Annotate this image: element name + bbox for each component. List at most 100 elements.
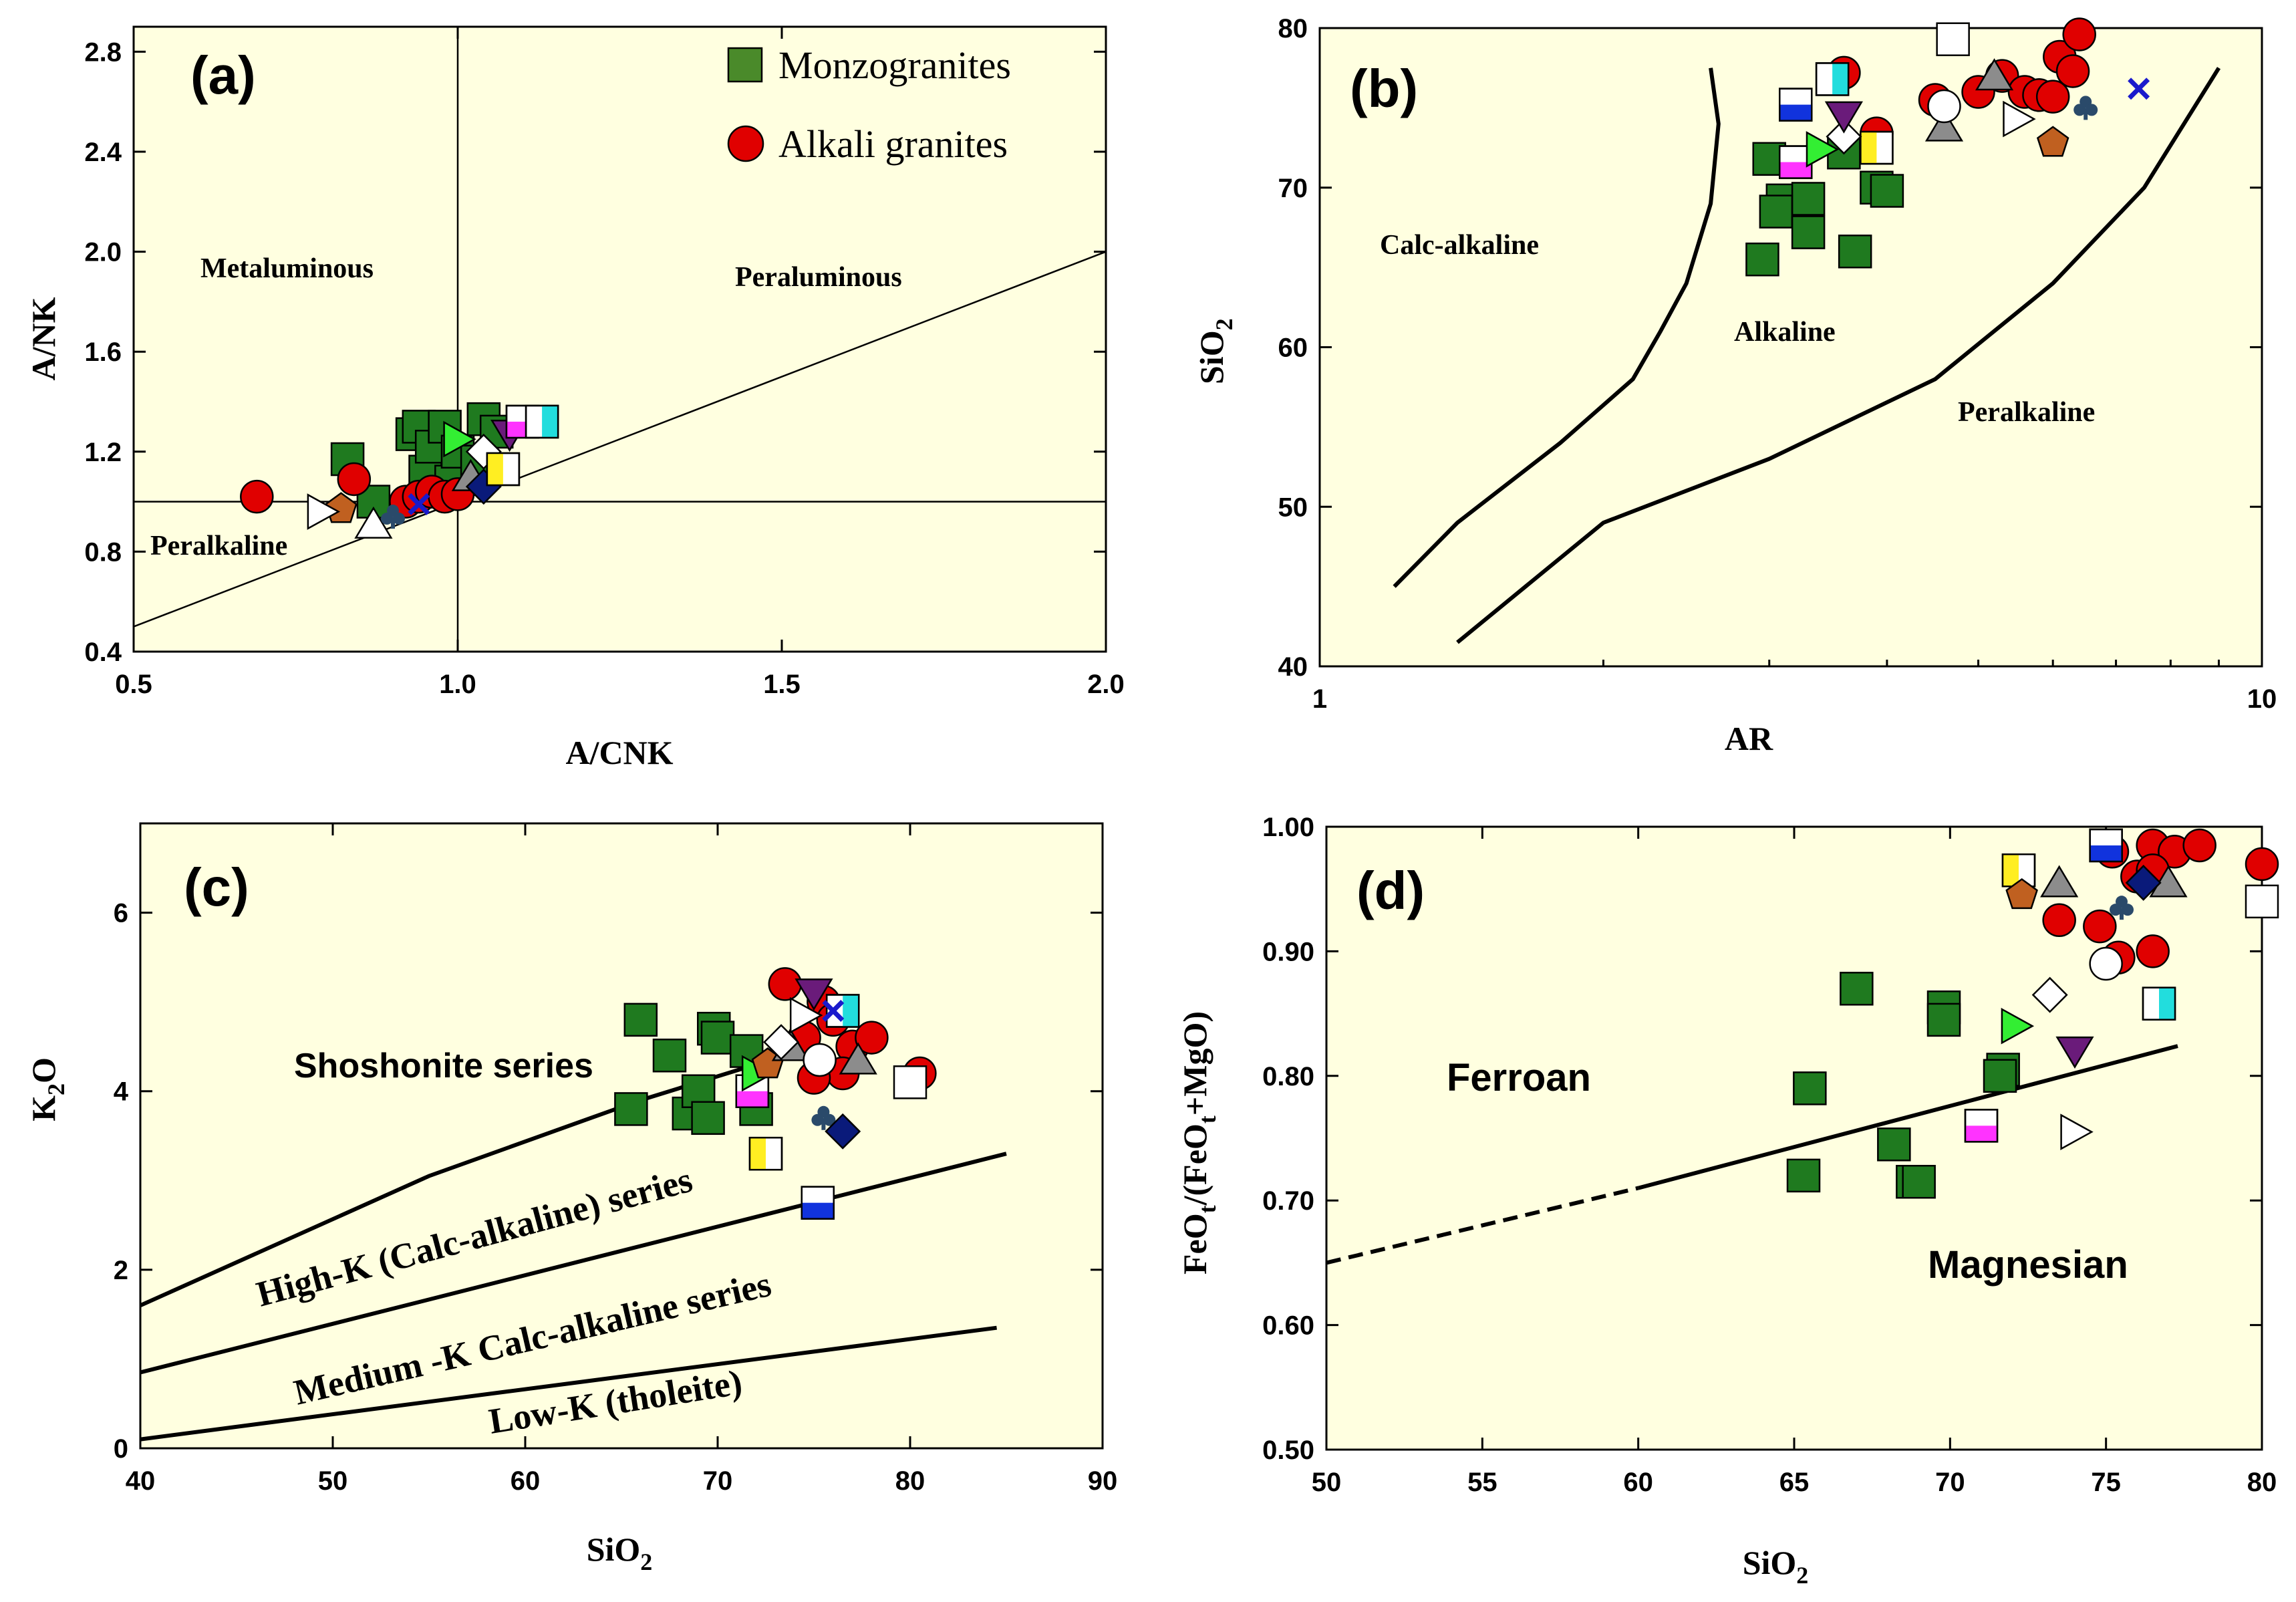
panel-a-point-yellow-square (486, 452, 521, 487)
panel-a-tag: (a) (190, 45, 256, 105)
panel-c-point-white-square (893, 1065, 927, 1099)
panel-c-point-navy-diamond (825, 1113, 861, 1150)
panel-b-point-pentagon (2036, 126, 2069, 157)
panel-d-xtick-label: 80 (2247, 1468, 2277, 1497)
panel-b-point-white-square (1936, 22, 1970, 56)
panel-c-xlabel-main: SiO (587, 1530, 641, 1568)
panel-d-xtick-label: 75 (2091, 1468, 2121, 1497)
panel-a-point-white-right-triangle (307, 493, 341, 530)
panel-d: 50 55 60 65 70 75 80 0.50 0.60 0.70 0.80 0.90 1.00 (… (1176, 813, 2279, 1589)
peralkaline-label-a: Peralkaline (150, 531, 287, 561)
panel-a-xtick-label: 0.5 (115, 670, 152, 699)
panel-d-point-alkali-granites (2083, 909, 2117, 944)
panel-b-point-white-circle (1927, 89, 1961, 124)
panel-d-point-gray-triangle (2040, 865, 2079, 898)
panel-c-xtick-label: 50 (318, 1466, 348, 1496)
calc-alkaline-label-b: Calc-alkaline (1380, 230, 1539, 261)
panel-a-lines (134, 27, 1106, 652)
panel-a-ytick-label: 2.4 (84, 138, 122, 167)
panel-b-ytick-label: 50 (1278, 493, 1308, 522)
panel-b-points (1745, 17, 2150, 277)
panel-d-frame (1325, 825, 2263, 1451)
panel-d-point-magenta-square (1964, 1109, 1999, 1143)
panel-a-xtick-label: 1.5 (763, 670, 801, 699)
legend-alkali-granites: Alkali granites (778, 122, 1008, 166)
panel-a-ytick-label: 1.6 (84, 338, 122, 367)
panel-d-xtick-label: 55 (1467, 1468, 1497, 1497)
panel-d-point-monzogranites (1877, 1127, 1911, 1162)
panel-b-point-purple-down-triangle (1824, 101, 1863, 134)
panel-d-ticks: 50 55 60 65 70 75 80 0.50 0.60 0.70 0.80 0.90 1.00 (1262, 813, 2277, 1497)
panel-a-points (240, 402, 559, 539)
panel-c-point-white-diamond (763, 1024, 800, 1061)
panel-b-ylabel: SiO2 (1193, 318, 1238, 384)
panel-d-point-alkali-granites (2136, 934, 2170, 968)
panel-b-point-monzogranites (1870, 174, 1904, 208)
panel-c-ytick-label: 6 (114, 899, 128, 928)
panel-d-point-monzogranites (1983, 1059, 2017, 1093)
legend-monzogranites: Monzogranites (778, 43, 1011, 87)
panel-b-point-blue-square (1779, 88, 1813, 122)
legend: Monzogranites Alkali granites (727, 43, 1011, 166)
panel-b-point-gray-triangle (1975, 58, 2014, 91)
panel-c-point-purple-down-triangle (795, 978, 833, 1011)
panel-c-points (614, 967, 937, 1220)
panel-d-point-alkali-granites (2042, 903, 2076, 938)
panel-a-frame (132, 25, 1107, 653)
panel-d-point-pentagon (2005, 878, 2038, 910)
panel-d-xtick-label: 60 (1623, 1468, 1653, 1497)
panel-b-point-yellow-square (1860, 130, 1894, 165)
panel-b-point-alkali-granites (2062, 17, 2096, 51)
panel-b-point-monzogranites (1759, 194, 1793, 229)
panel-b-lines (1393, 67, 2221, 644)
panel-b-xtick-label: 1 (1312, 684, 1327, 714)
panel-c-ticks: 40 50 60 70 80 90 0 2 4 6 (114, 823, 1117, 1496)
panel-d-ytick-label: 0.60 (1262, 1311, 1314, 1341)
panel-d-point-monzogranites (1786, 1158, 1821, 1193)
panel-d-xtick-label: 65 (1779, 1468, 1810, 1497)
panel-c-point-club (811, 1105, 836, 1130)
panel-a-point-green-right-triangle (443, 420, 476, 458)
panel-b-boundary-line-2 (1456, 67, 2221, 644)
panel-b-point-monzogranites (1745, 242, 1779, 277)
panel-a-point-white-diamond (465, 433, 502, 470)
alkaline-label-b: Alkaline (1734, 317, 1836, 348)
panel-c-ylabel-main: K (25, 1095, 62, 1121)
panel-a-ytick-label: 2.8 (84, 37, 122, 67)
panel-c-xtick-label: 70 (703, 1466, 733, 1496)
metaluminous-label: Metaluminous (200, 253, 374, 284)
panel-d-ytick-label: 1.00 (1262, 813, 1314, 842)
panel-c-boundary-line-1 (140, 1045, 815, 1308)
panel-b-ticks: 1 10 40 50 60 70 80 (1278, 14, 2277, 714)
legend-monzogranite-marker (727, 47, 763, 83)
panel-c-frame (139, 822, 1104, 1450)
panel-a: 0.5 1.0 1.5 2.0 0.4 0.8 1.2 1.6 2.0 2.4 2.8 (a) Me… (25, 25, 1125, 771)
panel-d-point-alkali-granites (2245, 847, 2279, 882)
panel-d-xlabel-sub: 2 (1796, 1562, 1808, 1589)
panel-d-point-monzogranites (1840, 972, 1874, 1006)
panel-b-point-cyan-square (1815, 62, 1850, 96)
panel-a-ylabel: A/NK (25, 297, 62, 380)
panel-a-point-alkali-granites (337, 462, 372, 497)
ferroan-label: Ferroan (1447, 1056, 1591, 1099)
panel-c-ytick-label: 0 (114, 1434, 128, 1464)
panel-b-point-monzogranites (1791, 215, 1826, 249)
panel-c-point-monzogranites (623, 1003, 658, 1037)
peraluminous-label: Peraluminous (735, 262, 902, 293)
panel-b-xlabel: AR (1725, 720, 1773, 757)
panel-c-point-monzogranites (652, 1039, 687, 1073)
panel-d-point-blue-square (2089, 828, 2123, 863)
panel-b-point-white-right-triangle (2003, 100, 2036, 138)
panel-a-xtick-label: 1.0 (439, 670, 476, 699)
panel-d-boundary-line-1 (1326, 1186, 1639, 1265)
panel-d-point-green-right-triangle (2001, 1007, 2035, 1045)
panel-a-xlabel: A/CNK (565, 734, 673, 771)
panel-b-point-cross (2128, 78, 2150, 100)
panel-c-point-gray-triangle (839, 1042, 877, 1075)
panel-b-point-gray-triangle (1924, 109, 1964, 142)
panel-d-xlabel: SiO2 (1743, 1544, 1809, 1589)
panel-d-point-cyan-square (2142, 986, 2176, 1021)
panel-d-xtick-label: 70 (1935, 1468, 1965, 1497)
panel-c-point-white-right-triangle (789, 996, 823, 1034)
